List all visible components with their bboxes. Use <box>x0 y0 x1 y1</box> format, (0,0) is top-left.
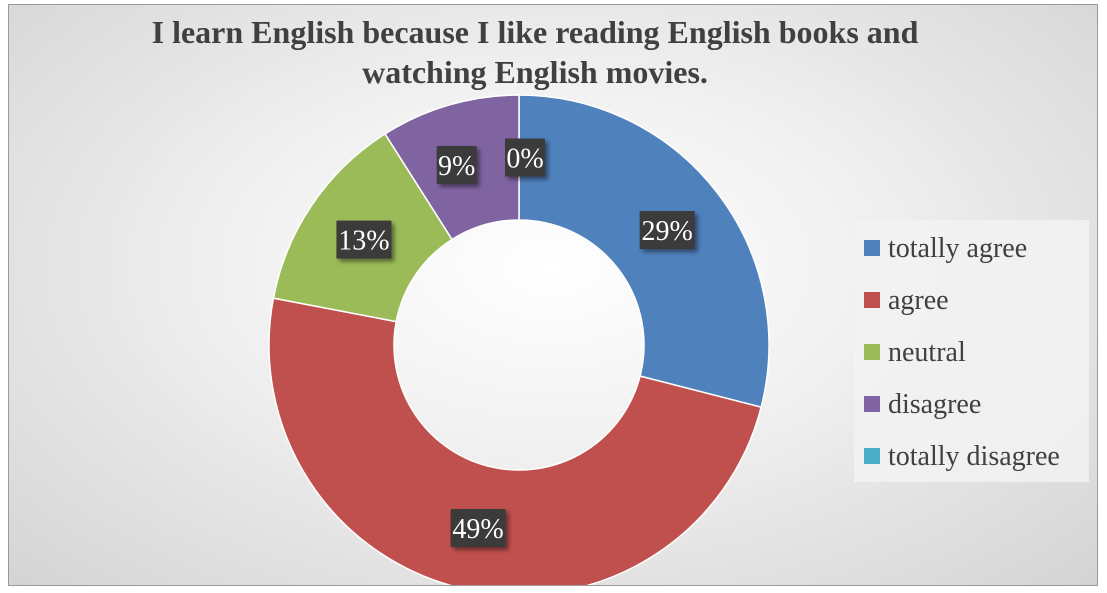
data-label-text: 29% <box>641 216 692 247</box>
legend-swatch <box>864 240 880 256</box>
slice-agree <box>268 297 763 585</box>
slice-totally-agree <box>518 94 770 409</box>
legend-item-totally-agree: totally agree <box>864 233 1027 264</box>
legend-item-neutral: neutral <box>864 337 966 368</box>
chart-title-line-2: watching English movies. <box>362 54 708 90</box>
legend-item-disagree: disagree <box>864 389 981 420</box>
doughnut-chart: I learn English because I like reading E… <box>152 14 1089 585</box>
chart-title-line-1: I learn English because I like reading E… <box>152 14 919 50</box>
data-label-totally-disagree: 0% <box>505 138 545 177</box>
data-label-box <box>336 220 392 259</box>
chart-legend: totally agree agree neutral disagree totally… <box>854 220 1089 482</box>
legend-label: agree <box>888 285 949 316</box>
data-label-text: 0% <box>506 144 543 175</box>
legend-item-totally-disagree: totally disagree <box>864 441 1060 472</box>
legend-background <box>854 220 1089 482</box>
data-label-totally-agree: 29% <box>639 211 695 250</box>
data-label-box <box>639 211 695 250</box>
data-label-text: 49% <box>452 514 503 545</box>
data-label-agree: 49% <box>450 508 506 547</box>
data-label-box <box>450 508 506 547</box>
legend-label: disagree <box>888 389 981 420</box>
legend-swatch <box>864 448 880 464</box>
legend-item-agree: agree <box>864 285 949 316</box>
legend-swatch <box>864 292 880 308</box>
data-label-box <box>505 138 545 177</box>
legend-label: totally agree <box>888 233 1027 264</box>
data-labels: 29% 49% 13% 9% 0% <box>336 138 695 547</box>
legend-label: totally disagree <box>888 441 1060 472</box>
legend-label: neutral <box>888 337 966 368</box>
data-label-neutral: 13% <box>336 220 392 259</box>
data-label-box <box>436 145 477 184</box>
legend-swatch <box>864 344 880 360</box>
data-label-text: 9% <box>438 151 475 182</box>
data-label-text: 13% <box>338 226 389 257</box>
legend-swatch <box>864 396 880 412</box>
chart-area: I learn English because I like reading E… <box>8 4 1098 586</box>
data-label-disagree: 9% <box>436 145 477 184</box>
